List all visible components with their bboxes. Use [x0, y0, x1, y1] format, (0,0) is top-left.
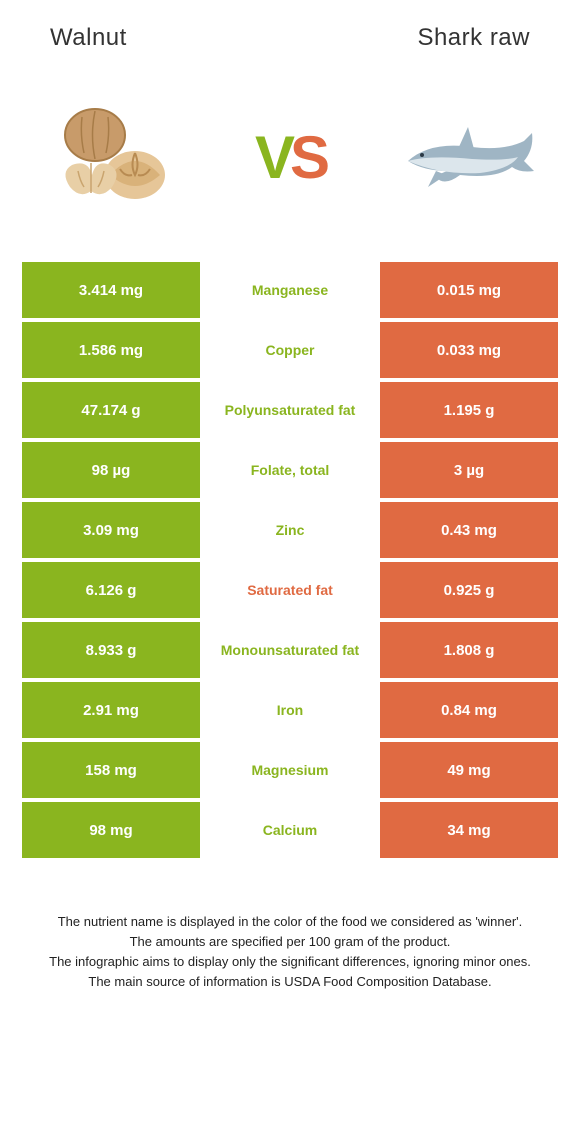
- nutrient-label: Calcium: [200, 802, 380, 858]
- left-value: 158 mg: [22, 742, 200, 798]
- footnote-line: The amounts are specified per 100 gram o…: [34, 932, 546, 952]
- table-row: 6.126 gSaturated fat0.925 g: [22, 562, 558, 618]
- nutrient-label: Manganese: [200, 262, 380, 318]
- footnote: The nutrient name is displayed in the co…: [0, 862, 580, 993]
- nutrient-label: Polyunsaturated fat: [200, 382, 380, 438]
- right-value: 3 µg: [380, 442, 558, 498]
- vs-label: VS: [255, 123, 325, 192]
- right-value: 0.925 g: [380, 562, 558, 618]
- comparison-table: 3.414 mgManganese0.015 mg1.586 mgCopper0…: [0, 262, 580, 858]
- vs-v: V: [255, 123, 290, 192]
- left-value: 98 µg: [22, 442, 200, 498]
- table-row: 3.414 mgManganese0.015 mg: [22, 262, 558, 318]
- table-row: 47.174 gPolyunsaturated fat1.195 g: [22, 382, 558, 438]
- nutrient-label: Saturated fat: [200, 562, 380, 618]
- right-value: 0.43 mg: [380, 502, 558, 558]
- nutrient-label: Iron: [200, 682, 380, 738]
- footnote-line: The main source of information is USDA F…: [34, 972, 546, 992]
- table-row: 98 µgFolate, total3 µg: [22, 442, 558, 498]
- nutrient-label: Zinc: [200, 502, 380, 558]
- left-value: 3.09 mg: [22, 502, 200, 558]
- nutrient-label: Folate, total: [200, 442, 380, 498]
- walnut-icon: [40, 97, 180, 217]
- left-value: 47.174 g: [22, 382, 200, 438]
- left-value: 3.414 mg: [22, 262, 200, 318]
- left-title: Walnut: [50, 24, 127, 52]
- nutrient-label: Magnesium: [200, 742, 380, 798]
- infographic: Walnut Shark raw VS: [0, 0, 580, 993]
- nutrient-label: Copper: [200, 322, 380, 378]
- right-value: 0.033 mg: [380, 322, 558, 378]
- left-value: 1.586 mg: [22, 322, 200, 378]
- right-value: 1.808 g: [380, 622, 558, 678]
- table-row: 98 mgCalcium34 mg: [22, 802, 558, 858]
- right-value: 0.015 mg: [380, 262, 558, 318]
- footnote-line: The infographic aims to display only the…: [34, 952, 546, 972]
- table-row: 8.933 gMonounsaturated fat1.808 g: [22, 622, 558, 678]
- table-row: 3.09 mgZinc0.43 mg: [22, 502, 558, 558]
- right-value: 0.84 mg: [380, 682, 558, 738]
- table-row: 158 mgMagnesium49 mg: [22, 742, 558, 798]
- right-value: 1.195 g: [380, 382, 558, 438]
- left-value: 8.933 g: [22, 622, 200, 678]
- left-value: 2.91 mg: [22, 682, 200, 738]
- title-row: Walnut Shark raw: [0, 0, 580, 62]
- right-value: 49 mg: [380, 742, 558, 798]
- nutrient-label: Monounsaturated fat: [200, 622, 380, 678]
- table-row: 2.91 mgIron0.84 mg: [22, 682, 558, 738]
- shark-icon: [400, 97, 540, 217]
- left-value: 6.126 g: [22, 562, 200, 618]
- right-value: 34 mg: [380, 802, 558, 858]
- footnote-line: The nutrient name is displayed in the co…: [34, 912, 546, 932]
- right-title: Shark raw: [417, 24, 530, 52]
- left-value: 98 mg: [22, 802, 200, 858]
- hero-row: VS: [0, 62, 580, 262]
- table-row: 1.586 mgCopper0.033 mg: [22, 322, 558, 378]
- vs-s: S: [290, 123, 325, 192]
